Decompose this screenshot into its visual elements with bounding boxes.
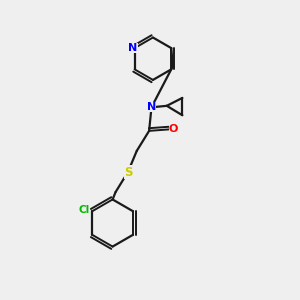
Text: S: S [124,166,132,178]
Text: Cl: Cl [78,205,90,215]
Text: N: N [147,102,156,112]
Text: N: N [128,43,138,53]
Text: O: O [169,124,178,134]
